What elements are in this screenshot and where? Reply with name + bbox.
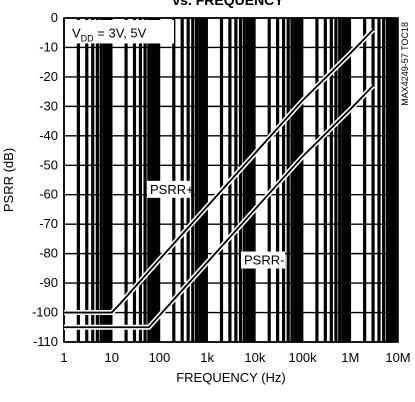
y-tick-label: -40	[39, 128, 58, 143]
x-tick-labels: 1 10 100 1k 10k 100k 1M 10M	[60, 350, 410, 365]
x-tick-label: 1M	[341, 350, 359, 365]
y-axis-label: PSRR (dB)	[1, 148, 16, 212]
y-tick-labels: 0 -10 -20 -30 -40 -50 -60 -70 -80 -90 -100 -110	[32, 10, 58, 349]
y-tick-label: -90	[39, 275, 58, 290]
series-label: PSRR+	[150, 182, 194, 197]
y-tick-label: -80	[39, 246, 58, 261]
y-tick-label: -10	[39, 39, 58, 54]
y-tick-label: -50	[39, 157, 58, 172]
y-tick-label: -70	[39, 216, 58, 231]
series-label-bg	[147, 180, 191, 198]
chart-title: vs. FREQUENCY	[172, 0, 284, 8]
x-tick-label: 10k	[244, 350, 265, 365]
x-axis-label: FREQUENCY (Hz)	[176, 370, 286, 385]
x-tick-label: 100k	[288, 350, 317, 365]
y-tick-label: 0	[51, 10, 58, 25]
series-labels: PSRR+ PSRR-	[147, 180, 285, 269]
vdd-label: VDD = 3V, 5V	[72, 26, 147, 44]
vdd-annotation: VDD = 3V, 5V	[66, 20, 174, 44]
y-tick-label: -60	[39, 187, 58, 202]
y-tick-label: -30	[39, 98, 58, 113]
x-tick-label: 10M	[385, 350, 410, 365]
series-label: PSRR-	[244, 253, 284, 268]
y-tick-label: -110	[33, 334, 58, 349]
x-tick-label: 100	[149, 350, 171, 365]
series-line	[64, 85, 374, 329]
x-tick-label: 10	[104, 350, 118, 365]
plot-frame	[63, 17, 399, 343]
part-code-label: MAX4249-57 TOC18	[400, 22, 410, 106]
series-lines	[64, 28, 375, 330]
x-tick-label: 1k	[200, 350, 214, 365]
x-tick-label: 1	[60, 350, 67, 365]
y-tick-label: -100	[32, 305, 58, 320]
series-label-bg	[241, 251, 285, 269]
y-tick-label: -20	[39, 69, 58, 84]
series-line	[64, 29, 374, 314]
